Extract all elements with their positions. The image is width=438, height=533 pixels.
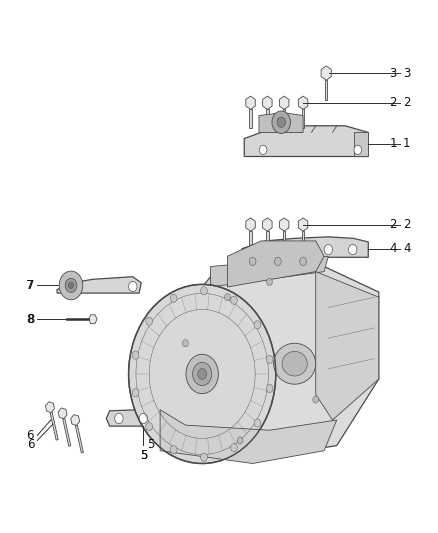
Polygon shape <box>302 231 304 249</box>
Polygon shape <box>321 66 331 80</box>
Text: 3: 3 <box>403 67 410 79</box>
Circle shape <box>259 145 267 155</box>
Text: 3: 3 <box>389 67 397 79</box>
Polygon shape <box>66 318 88 320</box>
Circle shape <box>313 396 319 403</box>
Polygon shape <box>169 266 379 461</box>
Polygon shape <box>279 218 289 231</box>
Polygon shape <box>353 132 368 157</box>
Polygon shape <box>249 231 252 249</box>
Polygon shape <box>244 126 368 157</box>
Polygon shape <box>63 418 71 446</box>
Polygon shape <box>249 109 252 128</box>
Circle shape <box>266 384 273 392</box>
Text: 6: 6 <box>26 429 34 442</box>
Polygon shape <box>302 109 304 128</box>
Text: 5: 5 <box>140 449 147 462</box>
Circle shape <box>272 111 290 133</box>
Polygon shape <box>266 231 268 249</box>
Polygon shape <box>57 277 141 293</box>
Polygon shape <box>263 218 272 231</box>
Circle shape <box>193 362 212 385</box>
Circle shape <box>115 414 123 424</box>
Text: 8: 8 <box>28 313 35 326</box>
Text: 2: 2 <box>403 218 411 231</box>
Circle shape <box>139 414 148 424</box>
Polygon shape <box>283 109 286 128</box>
Circle shape <box>231 296 237 304</box>
Text: 6: 6 <box>27 438 35 451</box>
Circle shape <box>254 321 261 329</box>
Polygon shape <box>160 410 337 464</box>
Circle shape <box>300 257 307 265</box>
Circle shape <box>201 287 207 295</box>
Polygon shape <box>298 218 308 231</box>
Circle shape <box>299 245 307 255</box>
Circle shape <box>277 117 286 127</box>
Polygon shape <box>266 109 268 128</box>
Polygon shape <box>75 425 83 453</box>
Circle shape <box>237 437 243 444</box>
Circle shape <box>266 278 272 286</box>
Circle shape <box>249 257 256 265</box>
Circle shape <box>273 245 281 255</box>
Polygon shape <box>298 96 308 109</box>
Polygon shape <box>50 413 58 440</box>
Circle shape <box>354 145 361 155</box>
Polygon shape <box>279 96 289 109</box>
Circle shape <box>129 281 137 292</box>
Polygon shape <box>316 272 379 420</box>
Text: 1: 1 <box>403 137 411 150</box>
Circle shape <box>349 245 357 255</box>
Polygon shape <box>58 408 67 419</box>
Circle shape <box>248 245 257 255</box>
Circle shape <box>231 443 237 452</box>
Text: 7: 7 <box>26 279 34 292</box>
Polygon shape <box>259 113 303 132</box>
Ellipse shape <box>274 343 316 384</box>
Circle shape <box>170 294 177 302</box>
Circle shape <box>146 317 152 325</box>
Circle shape <box>146 423 152 431</box>
Text: 8: 8 <box>27 313 34 326</box>
Text: 2: 2 <box>403 96 411 109</box>
Polygon shape <box>227 241 324 287</box>
Polygon shape <box>71 415 80 425</box>
Circle shape <box>68 282 74 288</box>
Text: 7: 7 <box>27 279 35 292</box>
Circle shape <box>266 356 273 364</box>
Text: 2: 2 <box>389 96 397 109</box>
Ellipse shape <box>282 351 307 376</box>
Circle shape <box>129 285 276 464</box>
Polygon shape <box>242 237 368 257</box>
Circle shape <box>254 419 261 427</box>
Polygon shape <box>263 96 272 109</box>
Circle shape <box>132 389 139 397</box>
Circle shape <box>65 278 77 293</box>
Circle shape <box>132 351 139 359</box>
Polygon shape <box>211 256 328 287</box>
Polygon shape <box>283 231 286 249</box>
Text: 2: 2 <box>389 218 397 231</box>
Circle shape <box>324 245 332 255</box>
Polygon shape <box>325 80 328 100</box>
Text: 5: 5 <box>140 449 147 462</box>
Polygon shape <box>246 218 255 231</box>
Polygon shape <box>88 315 97 324</box>
Text: 4: 4 <box>389 242 397 255</box>
Circle shape <box>201 453 207 461</box>
Text: 4: 4 <box>403 242 411 255</box>
Text: 1: 1 <box>389 137 397 150</box>
Circle shape <box>275 257 281 265</box>
Circle shape <box>224 294 230 301</box>
Polygon shape <box>106 409 175 426</box>
Circle shape <box>186 354 219 394</box>
Circle shape <box>59 271 83 300</box>
Polygon shape <box>246 96 255 109</box>
Text: 5: 5 <box>147 438 154 451</box>
Circle shape <box>198 369 207 379</box>
Circle shape <box>182 340 188 347</box>
Polygon shape <box>46 402 54 413</box>
Circle shape <box>170 446 177 454</box>
